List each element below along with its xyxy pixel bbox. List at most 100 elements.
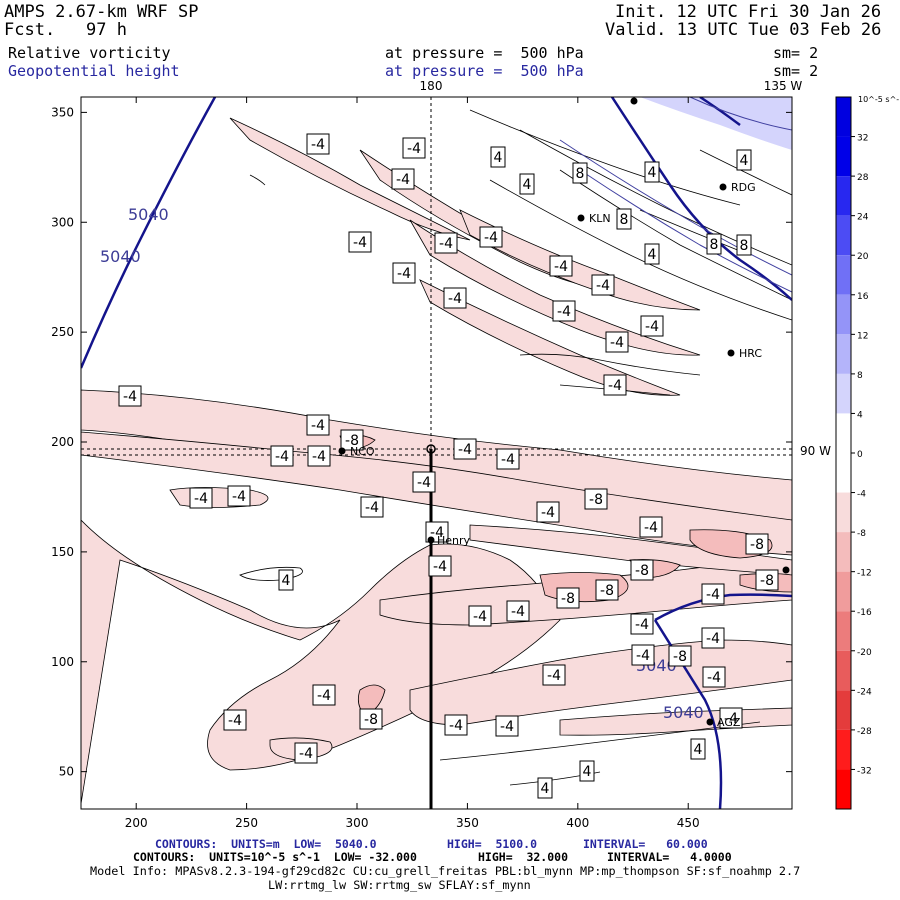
- vorticity-label-box: [360, 496, 384, 518]
- vorticity-label-text: -4: [311, 137, 325, 153]
- vorticity-label-text: -4: [448, 291, 462, 307]
- vorticity-label: -4: [605, 331, 629, 353]
- x-tick-label: 400: [566, 816, 589, 830]
- vorticity-label-box: [348, 231, 372, 253]
- vorticity-label-text: -4: [554, 259, 568, 275]
- vorticity-label-box: [496, 448, 520, 470]
- vorticity-label-box: [490, 146, 506, 168]
- vorticity-label-text: -8: [760, 573, 774, 589]
- vorticity-label: -4: [701, 583, 725, 605]
- field2-name: Geopotential height: [8, 62, 180, 80]
- vorticity-label-text: -4: [365, 500, 379, 516]
- vorticity-label: -4: [631, 644, 655, 666]
- colorbar-tick-label: 12: [857, 331, 868, 341]
- colorbar-tick-label: 24: [857, 213, 869, 223]
- vorticity-label-text: -4: [610, 335, 624, 351]
- height-label-5040-a: 5040: [128, 205, 169, 224]
- colorbar-bin: [836, 611, 851, 651]
- colorbar-bin: [836, 176, 851, 216]
- station-label-kln: KLN: [589, 212, 611, 225]
- x-axis: 200 250 300 350 400 450: [125, 97, 700, 830]
- vorticity-label-box: [701, 583, 725, 605]
- x-tick-label: 450: [677, 816, 700, 830]
- vorticity-label-box: [552, 300, 576, 322]
- vorticity-label-text: -4: [724, 711, 738, 727]
- vorticity-label-box: [428, 555, 452, 577]
- station-marker-edge: [782, 566, 790, 574]
- vorticity-label: -4: [391, 168, 415, 190]
- field2-smoothing: sm= 2: [773, 62, 819, 80]
- vorticity-label-text: -4: [194, 491, 208, 507]
- vorticity-label-box: [453, 438, 477, 460]
- vorticity-label-box: [644, 243, 660, 265]
- vorticity-label-box: [736, 149, 752, 171]
- footer-model-info-2: LW:rrtmg_lw SW:rrtmg_sw SFLAY:sf_mynn: [268, 878, 531, 892]
- vorticity-label: -4: [412, 471, 436, 493]
- vorticity-label: -4: [428, 555, 452, 577]
- vorticity-label-box: [118, 385, 142, 407]
- footer-line2-high: HIGH= 32.000: [478, 851, 568, 864]
- field1-smoothing: sm= 2: [773, 44, 819, 62]
- vorticity-label-text: -4: [500, 719, 514, 735]
- vorticity-label: -4: [640, 315, 664, 337]
- vorticity-label: -4: [495, 715, 519, 737]
- colorbar-tick-label: -28: [857, 727, 872, 737]
- footer-line2-interval-text: INTERVAL= 4.0000: [607, 850, 732, 864]
- y-tick-label: 100: [51, 655, 74, 669]
- vorticity-label-text: -4: [635, 617, 649, 633]
- vorticity-label-box: [359, 708, 383, 730]
- vorticity-label-box: [495, 715, 519, 737]
- vorticity-label-box: [630, 613, 654, 635]
- colorbar-bin: [836, 334, 851, 374]
- vorticity-label: -4: [307, 445, 331, 467]
- vorticity-label-text: -4: [557, 304, 571, 320]
- vorticity-label: -4: [348, 231, 372, 253]
- vorticity-label: -4: [468, 605, 492, 627]
- x-tick-label: 250: [235, 816, 258, 830]
- vorticity-label: -8: [745, 533, 769, 555]
- vorticity-label-text: -4: [232, 489, 246, 505]
- vorticity-label-box: [468, 605, 492, 627]
- vorticity-label: 8: [616, 208, 632, 230]
- forecast-hours: 97 h: [86, 20, 127, 40]
- vorticity-label-box: [719, 707, 743, 729]
- field1-name: Relative vorticity: [8, 44, 171, 62]
- vorticity-label: 4: [278, 569, 294, 591]
- vorticity-label-text: -4: [353, 235, 367, 251]
- vorticity-label: -4: [549, 255, 573, 277]
- vorticity-label: -4: [189, 487, 213, 509]
- vorticity-label-box: [755, 569, 779, 591]
- vorticity-label-box: [537, 777, 553, 799]
- colorbar-tick-label: 4: [857, 410, 863, 420]
- vorticity-label-text: 4: [494, 150, 503, 166]
- vorticity-label: -4: [270, 445, 294, 467]
- vorticity-label-text: -4: [417, 475, 431, 491]
- vorticity-label-box: [306, 133, 330, 155]
- station-label-henry: Henry: [437, 534, 471, 547]
- vorticity-label: -4: [479, 226, 503, 248]
- vorticity-label-text: 8: [740, 238, 749, 254]
- station-marker-nco: [338, 447, 346, 455]
- vorticity-label-box: [536, 501, 560, 523]
- vorticity-label-box: [391, 168, 415, 190]
- forecast-label: Fcst.: [4, 20, 56, 40]
- positive-vorticity-contours: [239, 109, 792, 786]
- vorticity-label-box: [668, 645, 692, 667]
- vorticity-label-text: -4: [706, 587, 720, 603]
- vorticity-label-box: [736, 234, 752, 256]
- vorticity-label-text: -4: [645, 319, 659, 335]
- vorticity-label: -4: [701, 627, 725, 649]
- crosshair-point: [426, 444, 436, 454]
- vorticity-label: 8: [706, 233, 722, 255]
- vorticity-label: -4: [542, 664, 566, 686]
- lat-label-90w: 90 W: [800, 444, 831, 458]
- vorticity-label-text: -4: [596, 278, 610, 294]
- vorticity-label-text: -4: [311, 418, 325, 434]
- station-label-agz: AGZ: [717, 716, 741, 729]
- footer-height-contours: CONTOURS: UNITS=m LOW= 5040.0: [155, 838, 377, 851]
- plot-frame: [80, 96, 793, 810]
- vorticity-label-text: -4: [396, 172, 410, 188]
- vorticity-label-box: [616, 208, 632, 230]
- vorticity-label-text: -4: [636, 648, 650, 664]
- vorticity-label-text: -4: [430, 525, 444, 541]
